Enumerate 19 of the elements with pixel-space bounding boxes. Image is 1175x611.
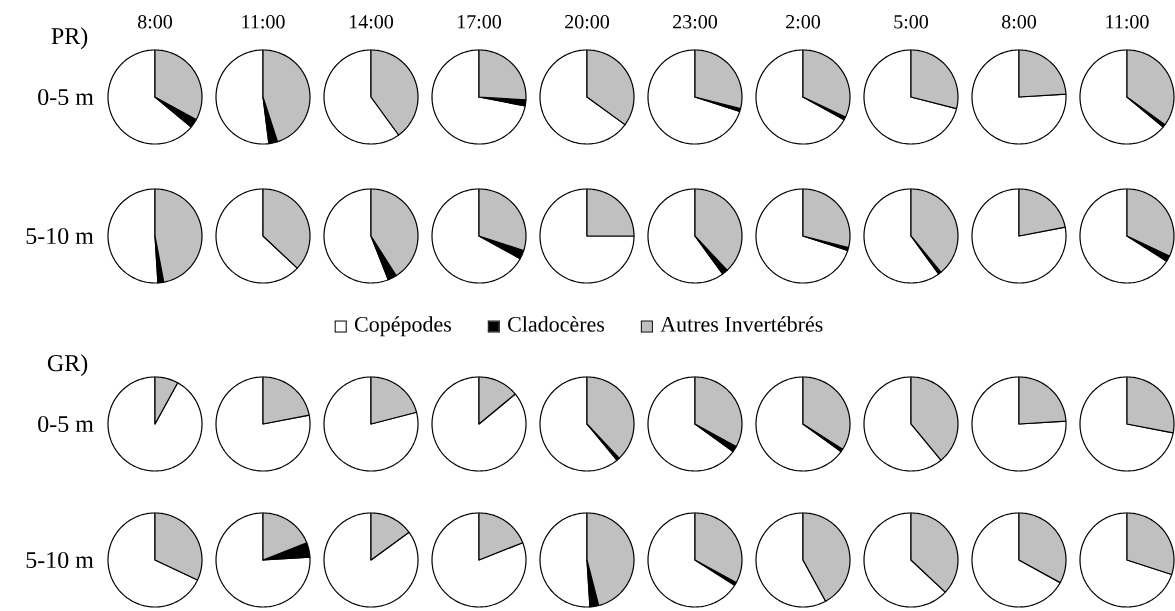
chart-title: 14:00 bbox=[349, 15, 394, 29]
text: 5-10 m bbox=[26, 227, 94, 245]
chart-title: 2:00 bbox=[786, 15, 821, 29]
chart-title: 8:00 bbox=[1001, 15, 1037, 29]
legend-label: Copépodes bbox=[354, 316, 451, 337]
chart-title: 20:00 bbox=[565, 15, 610, 29]
chart-title: 5:00 bbox=[894, 15, 929, 29]
legend-label: Autres Invertébrés bbox=[660, 316, 823, 332]
text: 5-10 m bbox=[26, 551, 94, 569]
chart-title: 23:00 bbox=[673, 15, 718, 29]
chart-title: 17:00 bbox=[457, 15, 502, 29]
chart-title: 11:00 bbox=[242, 15, 285, 29]
text: GR) bbox=[47, 354, 88, 377]
text: PR) bbox=[51, 27, 88, 50]
text: 0-5 m bbox=[38, 415, 94, 433]
chart-title: 11:00 bbox=[1106, 15, 1149, 29]
text: 0-5 m bbox=[38, 88, 94, 106]
legend-label: Cladocères bbox=[508, 316, 605, 332]
chart-title: 8:00 bbox=[137, 15, 173, 29]
